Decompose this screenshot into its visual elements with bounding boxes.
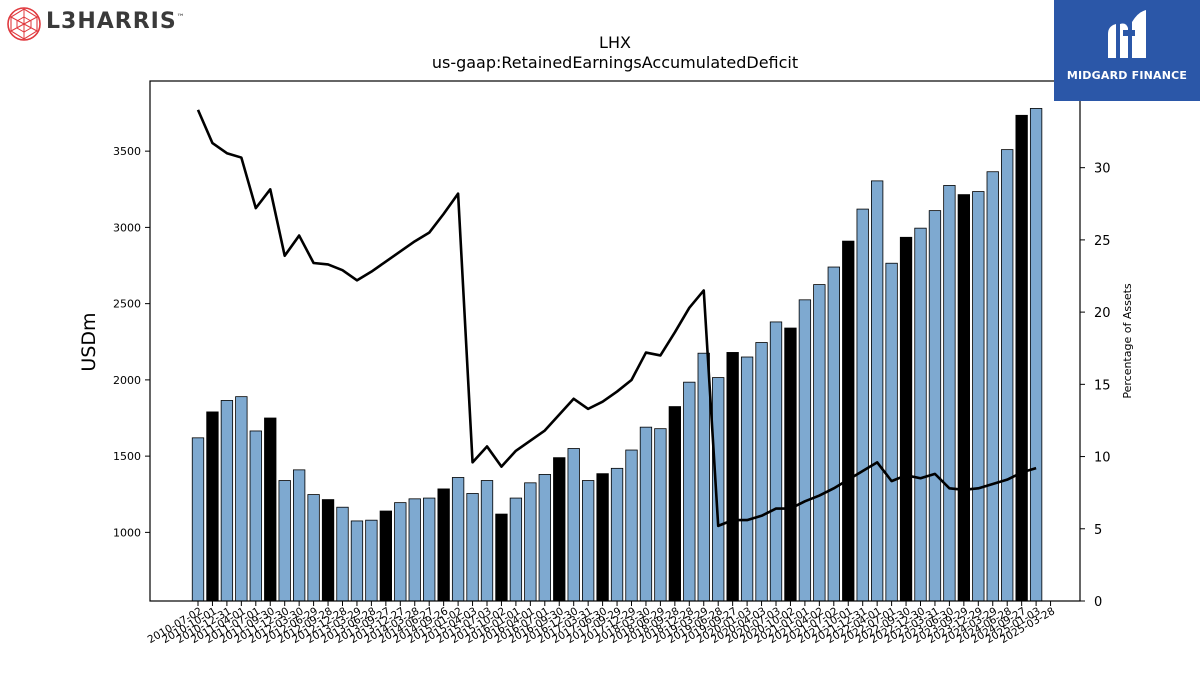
y-tick-label: 1500 [113, 450, 141, 463]
bar [582, 480, 595, 602]
y2-tick-label: 0 [1094, 595, 1102, 610]
plot-frame [149, 80, 1081, 602]
bar [769, 321, 783, 602]
bar [871, 180, 884, 602]
bar [740, 356, 754, 602]
bar [712, 377, 725, 602]
bar [278, 480, 291, 602]
bar [350, 520, 364, 602]
y-tick-label: 1000 [113, 526, 141, 539]
chart-title: LHX [599, 33, 631, 52]
bar [524, 482, 537, 602]
midgard-logo-icon [1108, 10, 1146, 58]
bar [394, 502, 407, 602]
bar [972, 191, 985, 602]
y-tick-label: 3500 [113, 145, 141, 158]
bar [726, 352, 739, 602]
bar [307, 494, 320, 602]
bar [451, 477, 465, 602]
bar [784, 327, 797, 602]
bar [264, 417, 277, 602]
midgard-finance-badge: MIDGARD FINANCE [1054, 0, 1200, 101]
y2-tick-label: 15 [1094, 378, 1111, 393]
bar [509, 497, 523, 602]
y2-tick-label: 20 [1094, 306, 1111, 321]
bar [1001, 149, 1014, 602]
percentage-line [196, 109, 1037, 528]
bar [986, 171, 999, 602]
bar [365, 519, 378, 602]
bar [610, 467, 624, 602]
y2-axis-ticks: 0 5 10 15 20 25 30 [1080, 162, 1111, 610]
y2-tick-label: 5 [1094, 523, 1102, 538]
bar [480, 480, 494, 602]
bar [683, 381, 696, 602]
bar [755, 342, 768, 602]
bar [423, 497, 436, 602]
y-tick-label: 2500 [113, 298, 141, 311]
bar [336, 506, 349, 602]
bar [495, 513, 508, 602]
bar [249, 430, 262, 602]
bar [943, 185, 956, 602]
y-axis-label: USDm [78, 312, 100, 371]
bar [206, 411, 219, 602]
bar [292, 469, 306, 602]
y-tick-label: 3000 [113, 221, 141, 234]
bar [437, 488, 450, 602]
y-tick-label: 2000 [113, 374, 141, 387]
y2-axis-label: Percentage of Assets [1121, 283, 1134, 399]
bar [220, 400, 234, 602]
bar [191, 437, 205, 602]
bar [899, 236, 913, 602]
bar [596, 473, 609, 602]
bar [928, 210, 942, 602]
l3harris-logo: L3HARRIS™ [6, 4, 196, 42]
bar [538, 474, 551, 602]
bar [235, 396, 248, 602]
bar [625, 449, 638, 602]
bar [1029, 108, 1043, 602]
bar [842, 240, 855, 602]
y2-tick-label: 30 [1094, 162, 1111, 177]
bar [668, 406, 681, 602]
percentage-line-series [196, 109, 1037, 528]
bar [553, 457, 566, 602]
chart-subtitle: us-gaap:RetainedEarningsAccumulatedDefic… [432, 53, 798, 72]
bar [321, 499, 335, 602]
bar [798, 299, 812, 602]
bar [466, 493, 479, 602]
bar [408, 498, 421, 602]
bar [914, 227, 927, 602]
bar [567, 448, 580, 602]
l3harris-wordmark: L3HARRIS™ [46, 9, 186, 34]
bar [1015, 114, 1028, 602]
bar [639, 426, 653, 602]
y-axis-ticks: 1000 1500 2000 2500 3000 3500 [113, 145, 150, 539]
y2-tick-label: 10 [1094, 451, 1111, 466]
y2-tick-label: 25 [1094, 234, 1111, 249]
bar [813, 284, 826, 602]
l3harris-logo-icon [7, 7, 41, 41]
bar [697, 352, 710, 602]
bar [885, 262, 898, 602]
badge-text: MIDGARD FINANCE [1066, 69, 1188, 82]
bar [379, 510, 393, 602]
bar-series [191, 108, 1043, 602]
bar [957, 194, 970, 602]
x-axis-ticks: 2010-07-022010-10-012010-12-312011-04-01… [146, 601, 1057, 646]
bar [856, 208, 869, 602]
bar [827, 266, 840, 602]
bar [654, 428, 667, 602]
